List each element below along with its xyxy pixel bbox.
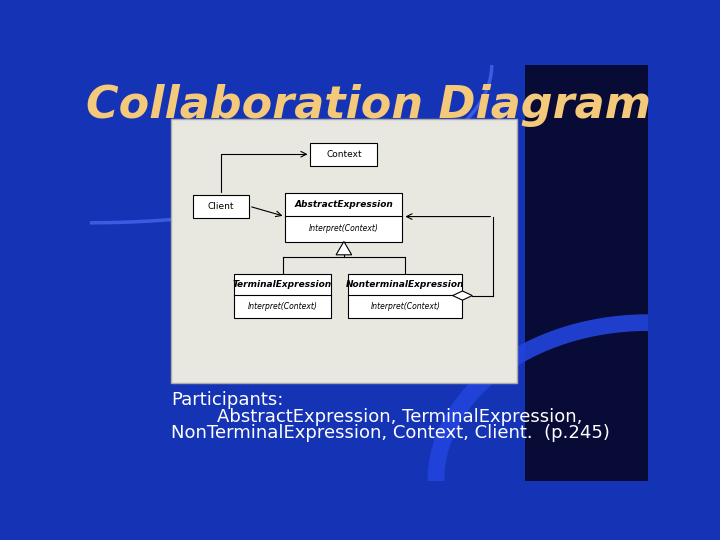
Text: AbstractExpression, TerminalExpression,: AbstractExpression, TerminalExpression,: [171, 408, 582, 426]
Text: NonTerminalExpression, Context, Client.  (p.245): NonTerminalExpression, Context, Client. …: [171, 424, 610, 442]
Text: Interpret(Context): Interpret(Context): [309, 224, 379, 233]
Bar: [171, 119, 517, 383]
Polygon shape: [453, 291, 472, 300]
Text: Client: Client: [208, 201, 235, 211]
Bar: [285, 215, 402, 241]
Text: Interpret(Context): Interpret(Context): [248, 302, 318, 311]
Bar: [234, 295, 331, 319]
Bar: [348, 295, 462, 319]
Text: Participants:: Participants:: [171, 391, 283, 409]
Text: Interpret(Context): Interpret(Context): [370, 302, 440, 311]
Text: Context: Context: [326, 150, 361, 159]
Bar: [348, 274, 462, 295]
Text: NonterminalExpression: NonterminalExpression: [346, 280, 464, 289]
Bar: [193, 195, 249, 218]
Text: AbstractExpression: AbstractExpression: [294, 200, 393, 209]
Bar: [285, 193, 402, 217]
Text: Collaboration Diagram: Collaboration Diagram: [86, 84, 652, 126]
Polygon shape: [336, 241, 351, 255]
Bar: [234, 274, 331, 295]
Bar: [526, 65, 648, 481]
Text: TerminalExpression: TerminalExpression: [233, 280, 332, 289]
Bar: [310, 143, 377, 166]
